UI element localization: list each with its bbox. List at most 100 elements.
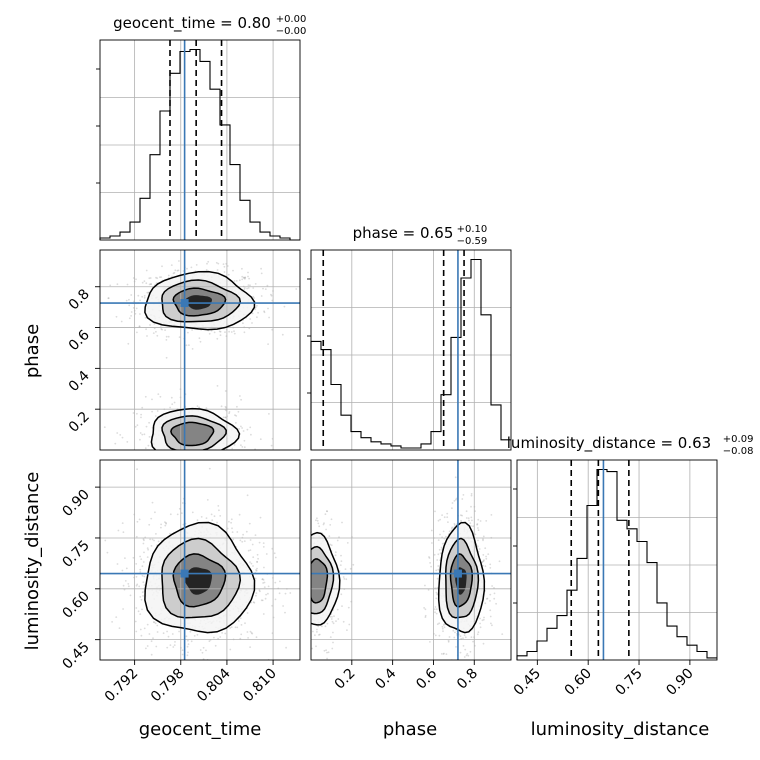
scatter-point [431,542,433,544]
scatter-point [218,453,220,455]
scatter-point [239,617,242,619]
scatter-point [238,279,241,282]
scatter-point [479,520,482,522]
scatter-point [151,410,154,413]
scatter-point [471,519,473,522]
scatter-point [435,612,438,615]
scatter-point [470,516,473,519]
scatter-point [308,589,310,591]
scatter-point [437,539,440,541]
scatter-point [228,412,231,415]
scatter-point [107,297,110,299]
scatter-point [155,645,158,648]
scatter-point [302,591,304,593]
scatter-point [136,412,138,415]
scatter-point [490,514,493,516]
scatter-point [268,316,270,319]
scatter-point [289,592,292,594]
scatter-point [274,556,277,559]
scatter-point [173,401,176,404]
scatter-point [224,474,226,476]
scatter-point [130,315,133,317]
scatter-point [308,572,310,574]
scatter-point [250,562,253,565]
scatter-point [170,396,173,399]
scatter-point [287,614,289,616]
scatter-point [498,560,501,563]
ytick-label: 0.45 [59,639,92,672]
scatter-point [258,589,261,592]
scatter-point [160,523,163,526]
scatter-point [217,505,220,507]
scatter-point [292,613,294,615]
scatter-point [167,335,170,338]
scatter-point [297,578,299,580]
truth-marker [180,299,189,308]
scatter-point [179,664,181,666]
scatter-point [231,447,234,450]
scatter-point [442,624,445,626]
ytick-label: 0.6 [66,327,93,354]
scatter-point [154,415,157,417]
scatter-point [152,621,155,623]
scatter-point [470,525,472,527]
scatter-point [297,566,299,568]
scatter-point [139,432,142,434]
scatter-point [228,520,230,523]
scatter-point [202,453,204,455]
scatter-point [318,633,321,636]
scatter-point [301,631,303,633]
scatter-point [465,664,467,666]
scatter-point [141,565,144,568]
scatter-point [329,615,332,618]
scatter-point [210,456,212,458]
scatter-point [256,304,258,307]
scatter-point [141,574,144,577]
scatter-point [278,592,281,595]
scatter-point [167,635,170,638]
scatter-point [241,446,244,448]
scatter-point [309,586,311,588]
scatter-point [134,620,137,623]
scatter-point [434,634,437,637]
scatter-point [334,551,337,554]
scatter-point [295,288,298,290]
xtick-label: 0.8 [454,666,481,693]
scatter-point [143,551,145,554]
scatter-point [347,606,350,609]
scatter-point [222,416,225,419]
scatter-point [307,664,309,666]
scatter-point [301,591,303,593]
scatter-point [229,648,232,651]
scatter-point [191,672,193,674]
scatter-point [141,608,143,611]
scatter-point [262,582,264,584]
scatter-point [225,458,227,460]
scatter-point [250,631,253,634]
scatter-point [229,627,232,629]
scatter-point [191,511,194,514]
scatter-point [155,330,157,333]
scatter-point [297,583,299,585]
scatter-point [200,451,202,453]
scatter-point [437,553,440,556]
scatter-point [207,260,210,263]
scatter-point [466,653,469,655]
scatter-point [231,527,233,530]
scatter-point [127,298,130,301]
scatter-point [187,331,189,334]
scatter-point [202,646,205,649]
scatter-point [306,567,308,569]
scatter-point [142,581,145,584]
scatter-point [125,299,128,302]
scatter-point [301,600,303,602]
scatter-point [151,398,153,401]
scatter-point [307,597,309,599]
scatter-point [443,626,446,629]
scatter-point [451,502,454,504]
scatter-point [263,310,265,313]
scatter-point [161,328,164,331]
scatter-point [236,626,239,629]
scatter-point [308,599,310,601]
scatter-point [436,586,439,589]
